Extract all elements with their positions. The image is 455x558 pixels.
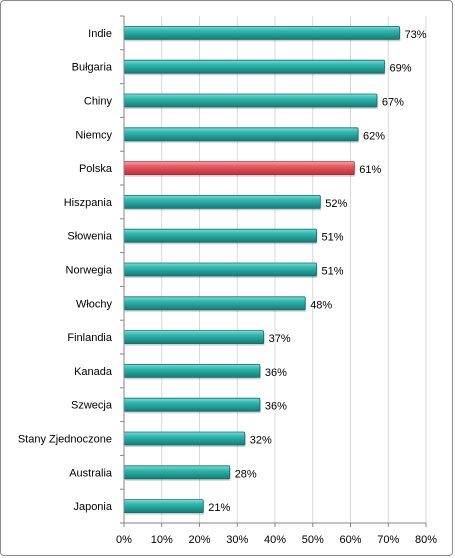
x-tick-label: 80% <box>415 534 437 546</box>
category-label: Polska <box>79 163 113 175</box>
value-label: 32% <box>250 435 272 447</box>
bar <box>123 330 265 345</box>
x-tick-label: 40% <box>264 534 286 546</box>
axes <box>120 15 427 527</box>
x-tick-label: 50% <box>302 534 324 546</box>
x-tick-label: 0% <box>116 534 132 546</box>
value-label: 51% <box>322 266 344 278</box>
labels: Indie 73% Bułgaria 69% Chiny 67% Niemcy 62% Pols… <box>18 28 437 546</box>
bar <box>123 296 306 311</box>
category-label: Chiny <box>84 96 113 108</box>
bar <box>123 93 378 108</box>
value-label: 36% <box>265 367 287 379</box>
bar <box>123 397 261 412</box>
category-label: Kanada <box>74 366 113 378</box>
category-label: Finlandia <box>67 332 113 344</box>
bar <box>123 431 246 446</box>
category-label: Japonia <box>73 501 112 513</box>
value-label: 48% <box>310 299 332 311</box>
bars <box>123 25 401 515</box>
value-label: 61% <box>359 164 381 176</box>
category-label: Norwegia <box>66 265 113 277</box>
bar <box>123 127 359 142</box>
x-tick-label: 20% <box>188 534 210 546</box>
x-tick-label: 60% <box>339 534 361 546</box>
bar <box>123 194 321 209</box>
bar <box>123 363 261 378</box>
category-label: Bułgaria <box>72 62 113 74</box>
category-label: Stany Zjednoczone <box>18 434 112 446</box>
bar <box>123 465 231 480</box>
category-label: Słowenia <box>67 231 113 243</box>
bar <box>123 25 400 40</box>
category-label: Hiszpania <box>64 197 113 209</box>
value-label: 36% <box>265 401 287 413</box>
category-label: Włochy <box>76 298 113 310</box>
value-label: 21% <box>208 502 230 514</box>
bar <box>123 499 204 514</box>
x-tick-label: 10% <box>151 534 173 546</box>
value-label: 51% <box>322 232 344 244</box>
category-label: Szwecja <box>71 400 113 412</box>
bar-highlighted <box>123 161 355 176</box>
value-label: 73% <box>405 29 427 41</box>
category-label: Niemcy <box>75 129 112 141</box>
category-label: Indie <box>88 28 112 40</box>
x-tick-label: 70% <box>377 534 399 546</box>
bar <box>123 262 317 277</box>
value-label: 69% <box>389 63 411 75</box>
value-label: 62% <box>363 130 385 142</box>
bar <box>123 228 317 243</box>
bar <box>123 59 385 74</box>
value-label: 28% <box>235 468 257 480</box>
x-tick-label: 30% <box>226 534 248 546</box>
value-label: 37% <box>269 333 291 345</box>
value-label: 67% <box>382 97 404 109</box>
category-label: Australia <box>69 467 113 479</box>
value-label: 52% <box>325 198 347 210</box>
